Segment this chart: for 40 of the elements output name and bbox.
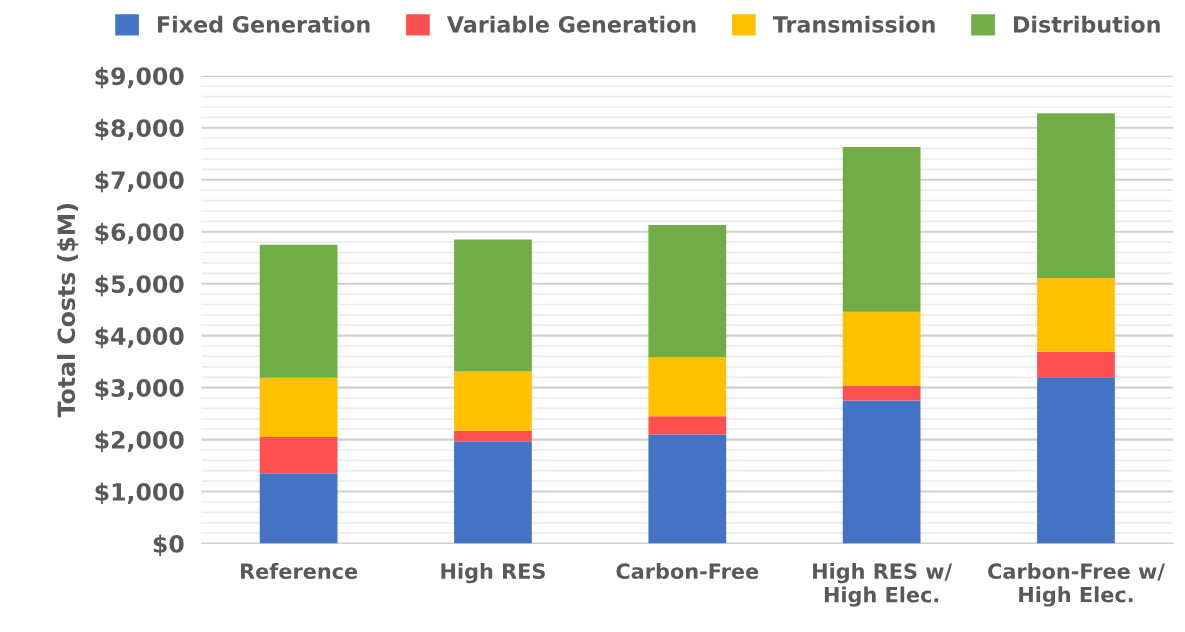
bar bbox=[1037, 351, 1115, 378]
bar bbox=[1037, 377, 1115, 544]
bar bbox=[1037, 113, 1115, 278]
bar bbox=[454, 371, 532, 431]
bar bbox=[842, 385, 921, 401]
bar bbox=[842, 311, 921, 386]
bar bbox=[842, 147, 921, 312]
y-tick-label: $3,000 bbox=[95, 378, 184, 401]
legend-label: Distribution bbox=[1013, 15, 1160, 33]
x-tick-label: Reference bbox=[240, 562, 358, 580]
legend-label: Transmission bbox=[772, 15, 935, 33]
y-axis-title: Total Costs ($M) bbox=[56, 204, 79, 418]
y-tick-label: $4,000 bbox=[95, 326, 184, 349]
bar bbox=[259, 244, 338, 378]
bar bbox=[454, 441, 532, 544]
y-tick-label: $5,000 bbox=[95, 274, 184, 297]
legend-label: Variable Generation bbox=[446, 15, 696, 33]
bar bbox=[648, 416, 727, 435]
bar bbox=[842, 400, 921, 544]
bar bbox=[454, 430, 532, 442]
x-tick-label: Carbon-Free w/ High Elec. bbox=[988, 562, 1165, 607]
bar bbox=[648, 356, 727, 417]
bar bbox=[1037, 277, 1115, 352]
y-tick-label: $6,000 bbox=[95, 222, 184, 245]
bar bbox=[259, 377, 338, 437]
legend-label: Fixed Generation bbox=[157, 15, 370, 33]
x-tick-label: High RES w/ High Elec. bbox=[813, 562, 953, 607]
bar bbox=[259, 473, 338, 544]
y-tick-label: $1,000 bbox=[95, 482, 184, 504]
x-tick-label: Carbon-Free bbox=[616, 562, 759, 580]
y-tick-label: $0 bbox=[153, 534, 184, 556]
y-tick-label: $2,000 bbox=[95, 430, 184, 453]
x-tick-label: High RES bbox=[441, 562, 545, 584]
bar bbox=[648, 434, 727, 544]
bar bbox=[259, 436, 338, 474]
y-tick-label: $7,000 bbox=[95, 170, 184, 193]
bar bbox=[454, 239, 532, 372]
bar bbox=[648, 224, 727, 357]
y-tick-label: $9,000 bbox=[95, 66, 184, 89]
y-tick-label: $8,000 bbox=[95, 118, 184, 141]
